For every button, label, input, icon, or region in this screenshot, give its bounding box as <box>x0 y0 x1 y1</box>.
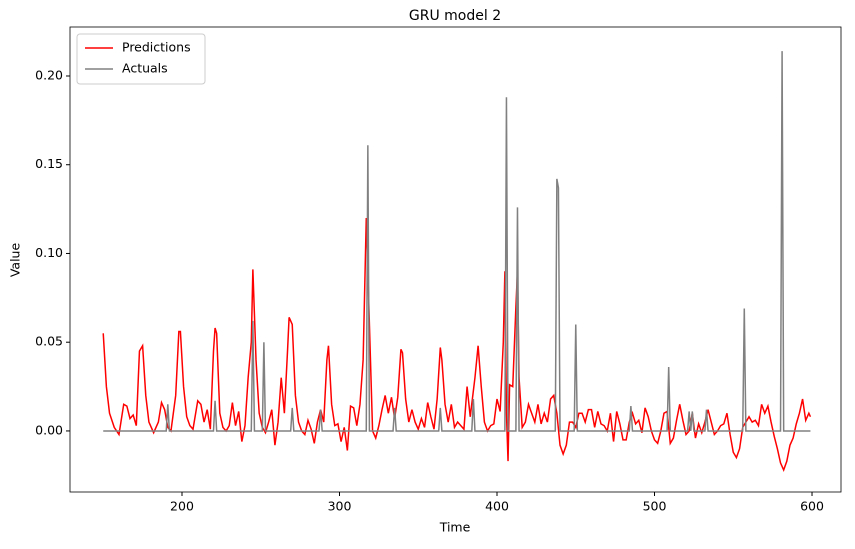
x-tick-label: 600 <box>800 499 824 514</box>
x-tick-label: 400 <box>485 499 509 514</box>
chart-title: GRU model 2 <box>409 8 501 24</box>
y-tick-label: 0.10 <box>35 245 63 260</box>
plot-frame <box>69 26 842 493</box>
y-tick-label: 0.00 <box>35 422 63 437</box>
x-tick-label: 500 <box>643 499 667 514</box>
legend-box <box>76 33 206 85</box>
y-tick-label: 0.15 <box>35 156 63 171</box>
y-tick-label: 0.20 <box>35 67 63 82</box>
x-tick-label: 200 <box>170 499 194 514</box>
legend-label: Actuals <box>122 61 168 76</box>
legend-label: Predictions <box>122 40 191 55</box>
y-tick-label: 0.05 <box>35 334 63 349</box>
x-tick-label: 300 <box>328 499 352 514</box>
y-axis-label: Value <box>8 243 23 278</box>
line-series <box>102 217 812 473</box>
x-axis-label: Time <box>439 520 471 535</box>
line-series <box>103 51 811 432</box>
